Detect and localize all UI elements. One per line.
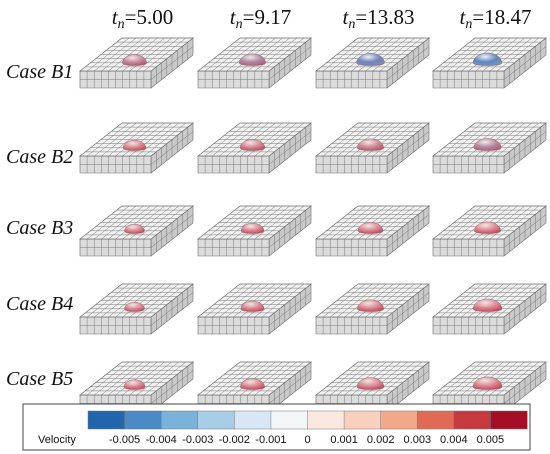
colorbar-tick-5: -0.001 xyxy=(255,434,286,446)
colorbar-tick-2: -0.004 xyxy=(146,434,177,446)
colorbar-tick-6: 0 xyxy=(304,434,310,446)
panel-2-3 xyxy=(314,122,431,174)
header-value: =18.47 xyxy=(472,5,531,29)
row-label-4: Case B4 xyxy=(6,293,73,315)
mesh-grid xyxy=(316,205,430,256)
mesh-grid xyxy=(80,205,194,256)
mesh-grid xyxy=(198,283,312,334)
row-label-5: Case B5 xyxy=(6,368,73,390)
panel-2-1 xyxy=(78,122,195,174)
colorbar-swatch-8 xyxy=(343,410,382,430)
droplet xyxy=(357,222,384,234)
row-label-1: Case B1 xyxy=(6,61,73,83)
panel-4-4 xyxy=(431,283,548,335)
colorbar-swatch-10 xyxy=(417,410,455,430)
droplet xyxy=(356,53,385,66)
mesh-grid xyxy=(198,122,312,173)
droplet xyxy=(472,298,503,312)
panel-1-1 xyxy=(78,37,195,89)
droplet xyxy=(124,223,145,234)
colorbar-swatch-5 xyxy=(234,410,272,430)
colorbar-tick-9: 0.003 xyxy=(404,434,432,446)
panel-1-2 xyxy=(196,37,313,89)
panel-2-2 xyxy=(196,122,313,174)
droplet xyxy=(124,301,145,312)
droplet xyxy=(356,377,385,390)
droplet xyxy=(357,138,384,151)
panel-4-3 xyxy=(314,283,431,335)
mesh-grid xyxy=(80,283,194,334)
droplet xyxy=(472,376,503,390)
droplet xyxy=(357,299,384,312)
panel-3-1 xyxy=(78,205,195,257)
row-label-2: Case B2 xyxy=(6,146,73,168)
colorbar-swatch-3 xyxy=(160,410,199,430)
header-subscript: n xyxy=(236,17,243,32)
colorbar-tick-7: 0.001 xyxy=(330,434,358,446)
row-labels: Case B1 Case B2 Case B3 Case B4 Case B5 xyxy=(6,61,73,390)
colorbar-swatch-4 xyxy=(197,410,235,430)
header-symbol: t xyxy=(460,5,467,29)
panel-4-2 xyxy=(196,283,313,335)
colorbar-swatch-11 xyxy=(453,410,491,430)
mesh-grid xyxy=(80,122,194,173)
colorbar-swatch-9 xyxy=(380,410,418,430)
colorbar-swatch-6 xyxy=(270,410,309,430)
droplet xyxy=(472,52,503,66)
header-subscript: n xyxy=(348,17,355,32)
colorbar-tick-10: 0.004 xyxy=(440,434,468,446)
droplet xyxy=(240,300,265,312)
mesh-grid xyxy=(198,205,312,256)
colorbar-tick-11: 0.005 xyxy=(477,434,505,446)
droplet xyxy=(474,221,501,234)
column-headers: tn=5.00 tn=9.17 tn=13.83 tn=18.47 xyxy=(112,5,532,32)
panel-1-4 xyxy=(431,37,548,89)
mesh-grid xyxy=(80,37,194,88)
colorbar-tick-8: 0.002 xyxy=(367,434,395,446)
panel-3-4 xyxy=(431,205,548,257)
droplet xyxy=(239,139,266,151)
colorbar-tick-3: -0.003 xyxy=(182,434,213,446)
panel-2-4 xyxy=(431,122,548,174)
header-subscript: n xyxy=(465,17,472,32)
colorbar-swatch-2 xyxy=(124,410,162,430)
panel-grid xyxy=(78,37,548,413)
header-subscript: n xyxy=(118,17,125,32)
droplet xyxy=(239,53,266,66)
colorbar: Velocity -0.005 -0.004 -0.003 -0.002 -0.001 0 0… xyxy=(22,403,531,451)
colorbar-swatch-12 xyxy=(490,410,528,430)
droplet xyxy=(123,379,146,390)
row-label-3: Case B3 xyxy=(6,217,73,239)
colorbar-swatch-1 xyxy=(87,410,126,430)
colorbar-tick-4: -0.002 xyxy=(219,434,250,446)
column-header-3: tn=13.83 xyxy=(343,5,415,32)
header-value: =9.17 xyxy=(243,5,292,29)
column-header-1: tn=5.00 xyxy=(112,5,173,32)
panel-3-3 xyxy=(314,205,431,257)
header-symbol: t xyxy=(230,5,237,29)
column-header-4: tn=18.47 xyxy=(460,5,532,32)
colorbar-swatch-7 xyxy=(307,410,345,430)
colorbar-tick-1: -0.005 xyxy=(109,434,140,446)
column-header-2: tn=9.17 xyxy=(230,5,291,32)
droplet xyxy=(240,378,265,390)
colorbar-label: Velocity xyxy=(38,434,76,446)
droplet xyxy=(240,223,265,234)
droplet xyxy=(473,138,502,151)
panel-1-3 xyxy=(314,37,431,89)
droplet xyxy=(122,54,147,66)
panel-4-1 xyxy=(78,283,195,335)
header-symbol: t xyxy=(112,5,119,29)
header-value: =5.00 xyxy=(125,5,174,29)
header-value: =13.83 xyxy=(355,5,414,29)
header-symbol: t xyxy=(343,5,350,29)
panel-3-2 xyxy=(196,205,313,257)
droplet xyxy=(122,140,147,151)
